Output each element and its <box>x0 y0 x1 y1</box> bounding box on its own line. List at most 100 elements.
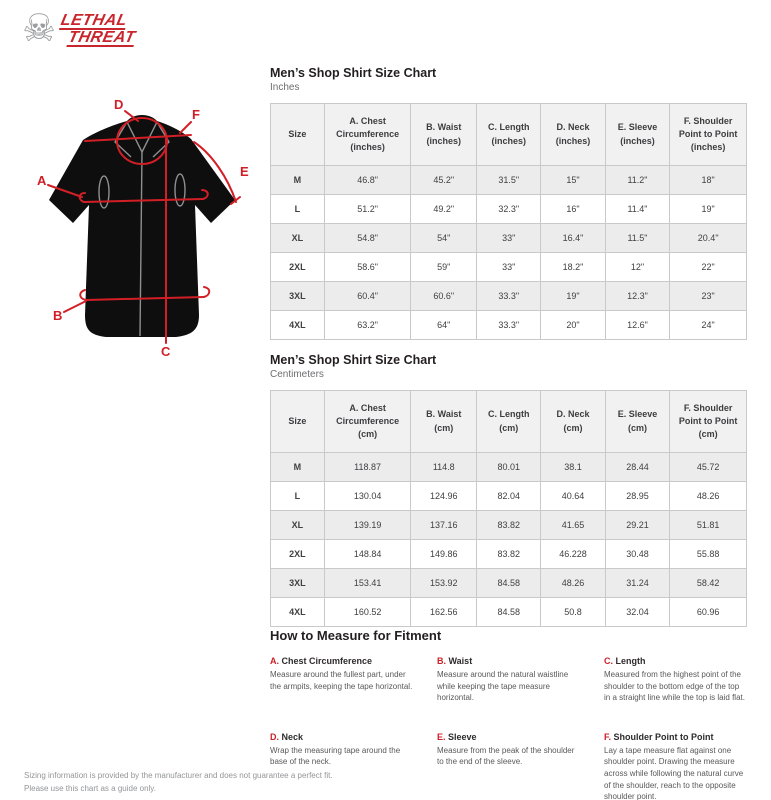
value-cell: 54.8" <box>323 223 412 253</box>
value-cell: 45.72 <box>669 452 747 482</box>
measure-title: Sleeve <box>448 731 477 742</box>
header-row: Size A. Chest Circumference (cm) B. Waist … <box>270 390 747 453</box>
column-header: Size <box>270 103 325 166</box>
shirt-measurement-diagram: A B C D E F <box>28 90 256 359</box>
diagram-label-c: C <box>161 344 171 358</box>
table-row: 3XL 153.41 153.92 84.58 48.26 31.24 58.42 <box>270 568 747 598</box>
value-cell: 84.58 <box>476 568 542 598</box>
measure-letter: B. <box>437 656 446 666</box>
brand-logo: ☠ LETHAL THREAT <box>22 4 137 54</box>
value-cell: 50.8 <box>540 597 606 627</box>
shoulder-measure-line <box>84 134 192 142</box>
value-cell: 29.21 <box>604 510 671 540</box>
value-cell: 41.65 <box>540 510 606 540</box>
measure-title: Length <box>615 656 646 666</box>
size-cell: 3XL <box>270 281 325 311</box>
measure-title: Chest Circumference <box>281 656 373 666</box>
value-cell: 31.5" <box>476 165 542 195</box>
value-cell: 60.4" <box>323 281 412 311</box>
measurement-labels: A B C D E F <box>37 97 249 359</box>
measure-grid: A. Chest Circumference Measure around th… <box>270 656 747 800</box>
column-header: D. Neck (cm) <box>540 390 606 453</box>
value-cell: 82.04 <box>476 481 542 511</box>
brand-line2: THREAT <box>66 29 137 47</box>
table-row: 4XL 160.52 162.56 84.58 50.8 32.04 60.96 <box>270 597 747 627</box>
how-to-measure-section: How to Measure for Fitment A. Chest Circ… <box>270 628 747 800</box>
value-cell: 63.2" <box>323 310 412 340</box>
column-header: D. Neck (inches) <box>540 103 606 166</box>
column-header: A. Chest Circumference (inches) <box>323 103 412 166</box>
value-cell: 33.3" <box>476 281 542 311</box>
value-cell: 58.6" <box>323 252 412 282</box>
table-row: L 130.04 124.96 82.04 40.64 28.95 48.26 <box>270 481 747 511</box>
diagram-label-e: E <box>240 164 249 179</box>
value-cell: 12.6" <box>604 310 671 340</box>
column-header: E. Sleeve (cm) <box>604 390 671 453</box>
brand-wordmark: LETHAL THREAT <box>55 12 140 47</box>
value-cell: 139.19 <box>323 510 412 540</box>
column-header: F. Shoulder Point to Point (inches) <box>669 103 747 166</box>
value-cell: 130.04 <box>323 481 412 511</box>
column-header: F. Shoulder Point to Point (cm) <box>669 390 747 453</box>
value-cell: 32.3" <box>476 194 542 224</box>
size-cell: L <box>270 194 325 224</box>
value-cell: 59" <box>410 252 478 282</box>
measure-item-sleeve: E. Sleeve Measure from the peak of the s… <box>437 732 580 800</box>
value-cell: 153.92 <box>410 568 478 598</box>
sleeve-end-tick <box>230 196 241 205</box>
measure-letter: F. <box>604 731 612 742</box>
waist-pointer-line <box>63 300 87 313</box>
brand-line1: LETHAL <box>59 12 130 30</box>
value-cell: 162.56 <box>410 597 478 627</box>
measure-item-shoulder: F. Shoulder Point to Point Lay a tape me… <box>604 732 747 800</box>
value-cell: 84.58 <box>476 597 542 627</box>
column-header: E. Sleeve (inches) <box>604 103 671 166</box>
measure-description: Lay a tape measure flat against one shou… <box>604 745 744 800</box>
value-cell: 11.5" <box>604 223 671 253</box>
value-cell: 31.24 <box>604 568 671 598</box>
size-chart-cm-section: Men’s Shop Shirt Size Chart Centimeters … <box>270 353 747 627</box>
value-cell: 48.26 <box>540 568 606 598</box>
value-cell: 12.3" <box>604 281 671 311</box>
table-row: XL 139.19 137.16 83.82 41.65 29.21 51.81 <box>270 510 747 540</box>
inches-chart-title: Men’s Shop Shirt Size Chart <box>270 66 437 80</box>
value-cell: 46.8" <box>323 165 412 195</box>
value-cell: 33" <box>476 223 542 253</box>
column-header: B. Waist (inches) <box>410 103 478 166</box>
value-cell: 51.2" <box>323 194 412 224</box>
value-cell: 51.81 <box>669 510 747 540</box>
size-chart-cm-table: Size A. Chest Circumference (cm) B. Waist … <box>270 390 747 627</box>
size-cell: 4XL <box>270 597 325 627</box>
value-cell: 12" <box>604 252 671 282</box>
disclaimer: Sizing information is provided by the ma… <box>24 769 333 795</box>
value-cell: 18" <box>669 165 747 195</box>
cm-chart-title: Men’s Shop Shirt Size Chart <box>270 353 437 367</box>
measure-description: Measure from the peak of the shoulder to… <box>437 745 575 767</box>
measure-item-neck: D. Neck Wrap the measuring tape around t… <box>270 732 413 800</box>
value-cell: 58.42 <box>669 568 747 598</box>
table-row: XL 54.8" 54" 33" 16.4" 11.5" 20.4" <box>270 223 747 253</box>
size-cell: XL <box>270 510 325 540</box>
value-cell: 55.88 <box>669 539 747 569</box>
value-cell: 11.2" <box>604 165 671 195</box>
measure-letter: E. <box>437 731 446 742</box>
size-cell: 3XL <box>270 568 325 598</box>
size-chart-inches-table: Size A. Chest Circumference (inches) B. Wa… <box>270 103 747 340</box>
header-row: Size A. Chest Circumference (inches) B. Wa… <box>270 103 747 166</box>
value-cell: 49.2" <box>410 194 478 224</box>
value-cell: 137.16 <box>410 510 478 540</box>
value-cell: 160.52 <box>323 597 412 627</box>
value-cell: 153.41 <box>323 568 412 598</box>
table-row: M 118.87 114.8 80.01 38.1 28.44 45.72 <box>270 452 747 482</box>
value-cell: 33" <box>476 252 542 282</box>
measure-item-chest: A. Chest Circumference Measure around th… <box>270 656 413 704</box>
value-cell: 124.96 <box>410 481 478 511</box>
value-cell: 28.95 <box>604 481 671 511</box>
measure-title: Neck <box>281 731 304 742</box>
size-cell: 4XL <box>270 310 325 340</box>
cm-chart-subtitle: Centimeters <box>270 369 324 380</box>
value-cell: 15" <box>540 165 606 195</box>
value-cell: 20" <box>540 310 606 340</box>
shirt-silhouette <box>49 115 235 337</box>
